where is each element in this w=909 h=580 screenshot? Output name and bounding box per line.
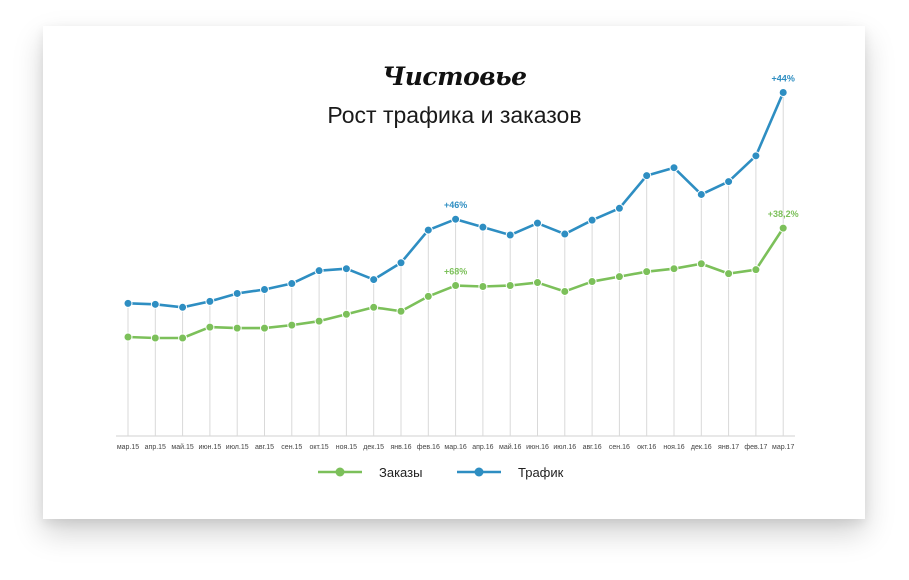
data-point <box>724 177 734 187</box>
data-point <box>451 281 461 291</box>
x-tick-label: окт.16 <box>637 444 656 451</box>
legend-swatch-marker <box>335 467 345 477</box>
x-tick-label: янв.17 <box>718 444 739 451</box>
x-tick-label: мар.16 <box>444 444 466 451</box>
data-point <box>150 299 160 309</box>
data-point <box>669 264 679 274</box>
data-point <box>314 316 324 326</box>
data-point <box>696 189 706 199</box>
data-point <box>669 163 679 173</box>
data-point <box>778 223 788 233</box>
data-point <box>178 302 188 312</box>
brand-logo: Чистовье <box>382 62 527 91</box>
data-point <box>150 333 160 343</box>
data-point <box>533 278 542 288</box>
x-tick-label: янв.16 <box>390 444 411 451</box>
data-point <box>396 306 406 316</box>
data-point <box>341 264 351 274</box>
data-point <box>205 322 215 332</box>
data-point <box>205 296 215 306</box>
data-point <box>232 288 242 298</box>
x-tick-label: апр.16 <box>472 444 493 451</box>
data-point <box>505 230 515 240</box>
x-tick-label: июл.15 <box>226 444 249 451</box>
data-point <box>505 281 515 291</box>
data-point <box>123 298 133 308</box>
x-tick-label: окт.15 <box>309 444 328 451</box>
x-tick-label: фев.16 <box>417 444 440 451</box>
data-point <box>314 266 324 276</box>
data-point <box>369 275 379 285</box>
data-point <box>423 225 433 235</box>
x-tick-label: дек.15 <box>363 444 384 451</box>
x-tick-label: июл.16 <box>553 444 576 451</box>
data-point <box>260 323 269 333</box>
x-tick-label: мар.17 <box>772 444 794 451</box>
legend-label: Заказы <box>379 465 422 480</box>
x-tick-label: сен.16 <box>609 444 630 451</box>
x-tick-label: мар.15 <box>117 444 139 451</box>
data-label: +68% <box>444 267 467 277</box>
data-point <box>642 267 652 277</box>
x-tick-label: дек.16 <box>691 444 712 451</box>
data-point <box>287 320 297 330</box>
data-point <box>642 171 652 181</box>
legend-label: Трафик <box>518 465 564 480</box>
x-tick-label: сен.15 <box>281 444 302 451</box>
x-tick-label: авг.16 <box>583 444 602 451</box>
data-point <box>751 265 761 275</box>
data-point <box>260 284 269 294</box>
x-tick-label: июн.15 <box>199 444 222 451</box>
x-tick-label: май.16 <box>499 443 521 451</box>
data-point <box>178 333 188 343</box>
chart-title: Рост трафика и заказов <box>327 102 582 128</box>
data-point <box>123 332 133 342</box>
data-point <box>778 87 788 97</box>
x-tick-label: фев.17 <box>744 444 767 451</box>
data-point <box>614 272 624 282</box>
x-tick-label: июн.16 <box>526 444 549 451</box>
data-point <box>614 203 624 213</box>
data-point <box>587 215 597 225</box>
data-point <box>696 259 706 269</box>
data-point <box>396 258 406 268</box>
x-tick-label: май.15 <box>171 443 193 451</box>
data-point <box>560 286 570 296</box>
x-tick-label: ноя.15 <box>336 444 357 451</box>
data-point <box>751 151 761 161</box>
x-tick-label: ноя.16 <box>663 444 684 451</box>
data-label: +38,2% <box>768 209 799 219</box>
data-point <box>478 222 488 232</box>
data-point <box>587 277 597 287</box>
data-label: +44% <box>772 73 795 83</box>
data-point <box>287 279 297 289</box>
data-label: +46% <box>444 200 467 210</box>
data-point <box>451 214 461 224</box>
x-tick-label: авг.15 <box>255 444 274 451</box>
data-point <box>560 229 570 239</box>
data-point <box>724 269 734 279</box>
data-point <box>369 302 379 312</box>
data-point <box>423 291 433 301</box>
data-point <box>533 218 542 228</box>
legend-swatch-marker <box>474 467 484 477</box>
data-point <box>478 282 488 292</box>
data-point <box>341 309 351 319</box>
data-point <box>232 323 242 333</box>
x-tick-label: апр.15 <box>145 444 166 451</box>
